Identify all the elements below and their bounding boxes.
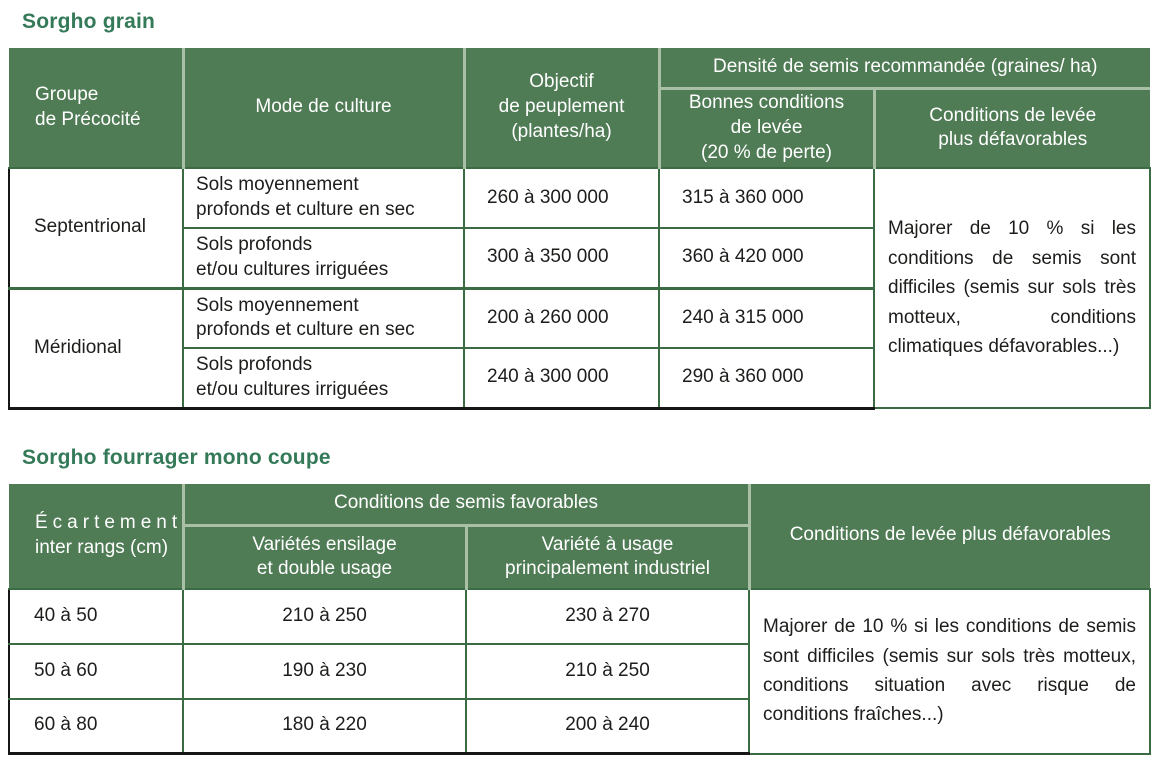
section-sorgho-grain: Sorgho grain Groupe de Précocité Mode de… bbox=[8, 10, 1151, 410]
mode-cell: Sols profonds et/ou cultures irriguées bbox=[182, 347, 465, 410]
header-conditions-favorables-span: Conditions de semis favorables bbox=[181, 483, 751, 527]
section-title-sorgho-grain: Sorgho grain bbox=[22, 10, 156, 33]
objectif-cell: 260 à 300 000 bbox=[463, 167, 660, 229]
note-cell-grain: Majorer de 10 % si les conditions de sem… bbox=[873, 167, 1151, 409]
header-objectif-peuplement: Objectif de peuplement (plantes/ha) bbox=[462, 48, 661, 169]
ecartement-cell: 60 à 80 bbox=[8, 697, 184, 755]
objectif-cell: 300 à 350 000 bbox=[463, 227, 660, 289]
header-groupe-precocite: Groupe de Précocité bbox=[9, 48, 185, 169]
bonnes-cell: 360 à 420 000 bbox=[658, 227, 875, 289]
header-bonnes-conditions: Bonnes conditions de levée (20 % de pert… bbox=[657, 86, 876, 169]
header-mode-culture: Mode de culture bbox=[181, 48, 466, 169]
header-ecartement: Écartement inter rangs (cm) bbox=[9, 483, 185, 590]
ensilage-cell: 190 à 230 bbox=[182, 642, 467, 700]
sorgho-grain-table: Groupe de Précocité Mode de culture Obje… bbox=[8, 48, 1151, 410]
bonnes-cell: 240 à 315 000 bbox=[658, 286, 875, 349]
ecartement-cell: 50 à 60 bbox=[8, 642, 184, 700]
header-conditions-defavorables: Conditions de levée plus défavorables bbox=[747, 483, 1150, 590]
sorgho-grain-header: Groupe de Précocité Mode de culture Obje… bbox=[9, 48, 1150, 169]
industriel-cell: 210 à 250 bbox=[465, 642, 750, 700]
header-ecartement-word: Écartement bbox=[35, 511, 183, 533]
section-title-sorgho-fourrager: Sorgho fourrager mono coupe bbox=[22, 445, 331, 469]
bonnes-cell: 290 à 360 000 bbox=[658, 347, 875, 410]
sorgho-fourrager-table: Écartement inter rangs (cm) Conditions d… bbox=[8, 483, 1151, 755]
group-cell-meridional: Méridional bbox=[8, 286, 184, 410]
industriel-cell: 200 à 240 bbox=[465, 697, 750, 755]
ensilage-cell: 180 à 220 bbox=[182, 697, 467, 755]
ensilage-cell: 210 à 250 bbox=[182, 587, 467, 645]
header-conditions-defavorables: Conditions de levée plus défavorables bbox=[872, 86, 1150, 169]
objectif-cell: 240 à 300 000 bbox=[463, 347, 660, 410]
header-densite-semis-span: Densité de semis recommandée (graines/ h… bbox=[657, 48, 1150, 90]
sorgho-grain-body: Septentrional Sols moyennement profonds … bbox=[8, 167, 1151, 410]
objectif-cell: 200 à 260 000 bbox=[463, 286, 660, 349]
group-cell-septentrional: Septentrional bbox=[8, 167, 184, 289]
industriel-cell: 230 à 270 bbox=[465, 587, 750, 645]
header-varietes-ensilage: Variétés ensilage et double usage bbox=[181, 524, 468, 590]
header-variete-industriel: Variété à usage principalement industrie… bbox=[464, 524, 751, 590]
note-cell-fourrager: Majorer de 10 % si les conditions de sem… bbox=[748, 587, 1151, 755]
mode-cell: Sols profonds et/ou cultures irriguées bbox=[182, 227, 465, 289]
mode-cell: Sols moyennement profonds et culture en … bbox=[182, 286, 465, 349]
header-inter-rangs: inter rangs (cm) bbox=[35, 536, 169, 558]
mode-cell: Sols moyennement profonds et culture en … bbox=[182, 167, 465, 229]
sorgho-fourrager-body: 40 à 50 210 à 250 230 à 270 Majorer de 1… bbox=[8, 587, 1151, 755]
section-sorgho-fourrager: Sorgho fourrager mono coupe Écartement i… bbox=[8, 445, 1151, 755]
sorgho-fourrager-header: Écartement inter rangs (cm) Conditions d… bbox=[9, 483, 1150, 590]
bonnes-cell: 315 à 360 000 bbox=[658, 167, 875, 229]
ecartement-cell: 40 à 50 bbox=[8, 587, 184, 645]
